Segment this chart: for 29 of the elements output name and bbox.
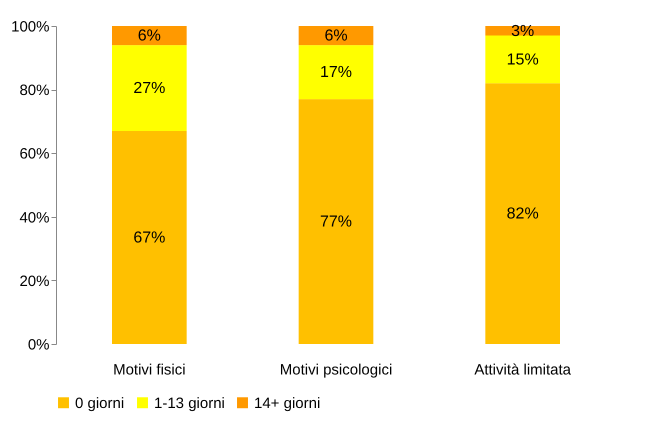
bar [298, 45, 374, 100]
data-label: 67% [133, 229, 166, 246]
y-tick-label: 20% [19, 272, 50, 290]
bar [112, 45, 187, 131]
y-tick-label: 60% [19, 146, 50, 163]
x-tick-label: Motivi fisici [113, 362, 186, 378]
legend-label: 0 giorni [75, 394, 124, 412]
bar [112, 26, 187, 46]
data-label: 3% [511, 22, 534, 40]
data-label: 27% [133, 80, 166, 98]
data-label: 6% [138, 28, 161, 45]
y-tick-label: 40% [19, 209, 50, 226]
data-label: 6% [324, 28, 348, 45]
x-tick-label: Attività limitata [474, 362, 572, 378]
x-tick-label: Motivi psicologici [280, 362, 392, 378]
y-tick-label: 100% [11, 18, 50, 36]
bar [298, 26, 374, 46]
data-label: 17% [320, 64, 352, 82]
y-tick-label: 0% [28, 336, 50, 354]
data-label: 15% [506, 51, 539, 68]
bar [112, 130, 187, 344]
y-tick-label: 80% [19, 82, 50, 100]
bar [298, 99, 374, 344]
data-label: 77% [320, 214, 352, 231]
legend-label: 14+ giorni [254, 394, 320, 412]
data-label: 82% [506, 206, 539, 223]
legend-label: 1-13 giorni [154, 394, 225, 412]
bar [485, 83, 560, 344]
bar [485, 36, 560, 84]
